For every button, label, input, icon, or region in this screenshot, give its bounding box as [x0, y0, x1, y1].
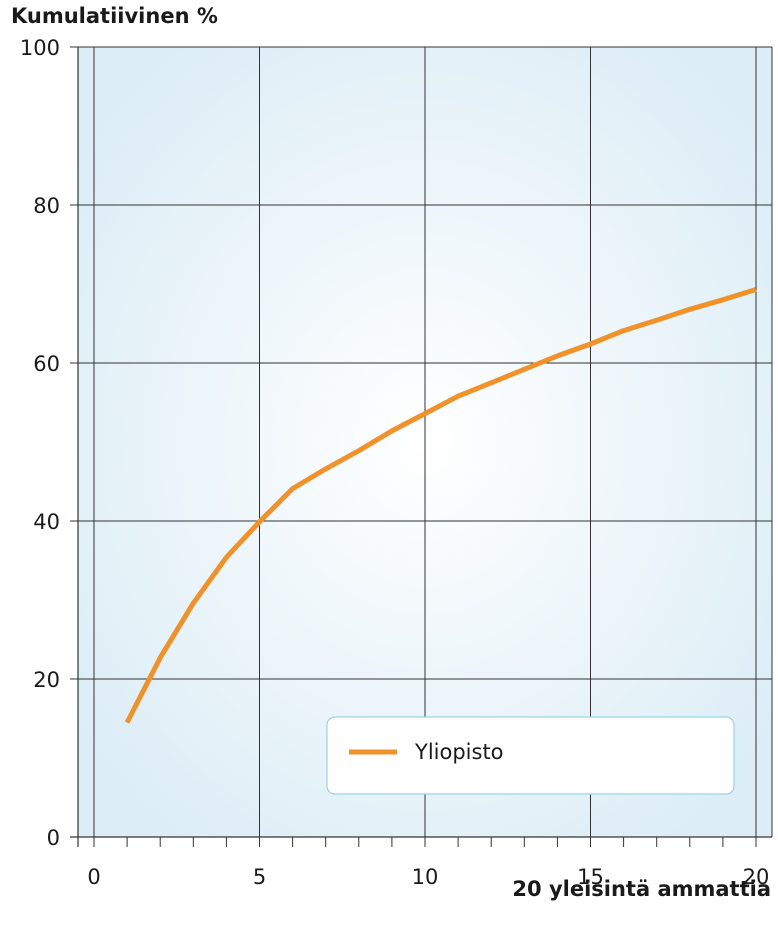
y-tick-label: 0	[47, 826, 60, 850]
legend-label: Yliopisto	[414, 740, 504, 764]
x-tick-label: 10	[412, 865, 439, 889]
y-tick-label: 40	[33, 510, 60, 534]
legend: Yliopisto	[326, 716, 735, 795]
series-layer	[124, 287, 757, 724]
y-tick-label: 100	[20, 36, 60, 60]
y-tick-label: 20	[33, 668, 60, 692]
x-tick-label: 20	[743, 865, 770, 889]
tick-labels: 0 20 40 60 80 100 0 5 10 15 20	[20, 36, 769, 889]
y-tick-label: 60	[33, 352, 60, 376]
x-tick-label: 0	[87, 865, 100, 889]
series-line	[124, 287, 757, 724]
grid-lines	[70, 46, 772, 837]
legend-box	[326, 716, 735, 795]
x-tick-label: 5	[253, 865, 266, 889]
x-tick-label: 15	[577, 865, 604, 889]
y-axis-title: Kumulatiivinen %	[11, 4, 218, 28]
x-axis-title: 20 yleisintä ammattia	[512, 877, 771, 901]
axes	[70, 47, 773, 847]
y-tick-label: 80	[33, 194, 60, 218]
